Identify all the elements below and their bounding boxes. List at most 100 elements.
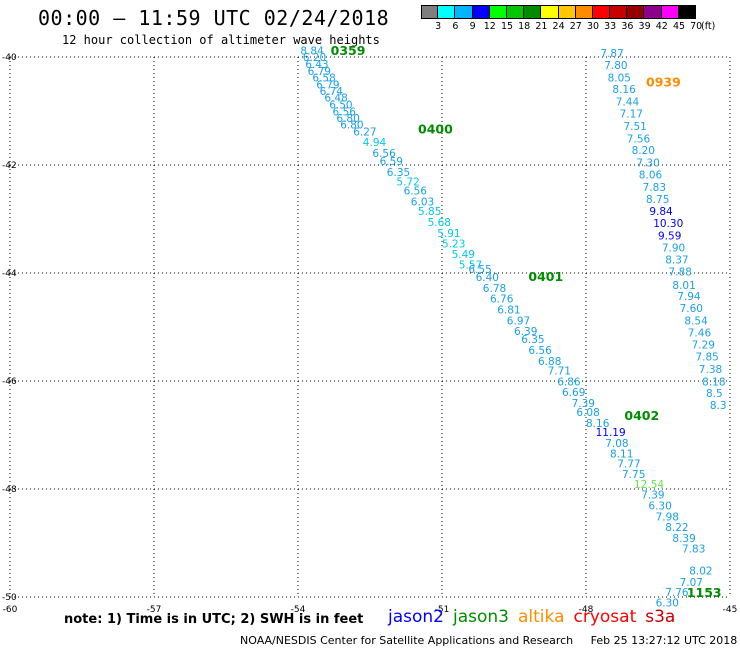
swh-value-label: 6.30 (656, 598, 679, 610)
swh-value-label: 6.86 (557, 376, 581, 388)
swh-value-label: 7.80 (604, 60, 627, 72)
y-tick-label: -46 (2, 377, 17, 387)
swh-value-label: 7.39 (572, 398, 595, 410)
footnote: note: 1) Time is in UTC; 2) SWH is in fe… (64, 612, 364, 627)
swh-value-label: 8.11 (610, 449, 633, 461)
swh-value-label: 8.39 (672, 533, 695, 545)
legend-swatch-label: 21 (535, 21, 548, 32)
legend-swatch-label: 33 (604, 21, 617, 32)
data-marks: 8.846.206.436.796.586.796.746.486.506.56… (300, 43, 727, 610)
swh-value-label: 8.16 (586, 418, 610, 430)
swh-value-label: 6.81 (497, 305, 520, 317)
swh-value-label: 5.23 (442, 239, 465, 251)
swh-value-label: 6.56 (333, 106, 357, 118)
swh-value-label: 6.79 (316, 79, 339, 91)
x-tick-label: -48 (579, 605, 594, 615)
swh-value-label: 8.01 (672, 280, 695, 292)
swh-value-label: 8.22 (665, 522, 688, 534)
swh-value-label: 7.30 (636, 158, 659, 170)
legend-swatch-label: 39 (638, 21, 651, 32)
legend-swatch (472, 5, 490, 19)
satellite-name: altika (518, 607, 565, 627)
swh-value-label: 6.50 (329, 99, 352, 111)
legend-swatch (610, 5, 628, 19)
swh-value-label: 8.5 (706, 388, 723, 400)
legend-swatch (575, 5, 593, 19)
satellite-name: jason3 (453, 607, 509, 627)
swh-value-label: 6.56 (528, 345, 552, 357)
legend-swatch-label: 3 (435, 21, 442, 32)
x-tick-label: -51 (435, 605, 450, 615)
credit-line: NOAA/NESDIS Center for Satellite Applica… (240, 634, 738, 647)
swh-value-label: 5.49 (452, 249, 475, 261)
swh-value-label: 7.44 (616, 97, 640, 109)
legend-swatch-label: 6 (452, 21, 459, 32)
time-label: 1153 (687, 585, 722, 600)
swh-value-label: 8.54 (684, 315, 708, 327)
swh-value-label: 7.77 (617, 458, 640, 470)
swh-value-label: 6.58 (312, 72, 335, 84)
swh-value-label: 7.98 (656, 511, 679, 523)
legend-swatch (489, 5, 507, 19)
legend-swatch-label: 18 (518, 21, 531, 32)
legend-swatch (661, 5, 679, 19)
swh-value-label: 10.30 (653, 218, 683, 230)
swh-value-label: 8.20 (632, 145, 655, 157)
swh-value-label: 8.16 (612, 84, 636, 96)
swh-value-label: 7.71 (548, 366, 571, 378)
satellite-name: cryosat (573, 607, 637, 627)
legend-swatch-label: 27 (569, 21, 582, 32)
swh-value-label: 7.94 (677, 291, 701, 303)
swh-value-label: 7.46 (688, 328, 712, 340)
swh-value-label: 6.79 (308, 66, 331, 78)
swh-value-label: 6.08 (576, 407, 599, 419)
legend-swatch (438, 5, 456, 19)
swh-value-label: 8.3 (710, 400, 727, 412)
legend-swatch-label: 42 (655, 21, 668, 32)
legend-swatch (541, 5, 559, 19)
time-label: 0939 (646, 75, 681, 90)
swh-value-label: 6.59 (380, 156, 403, 168)
time-label: 0402 (624, 408, 659, 423)
time-label: 0400 (418, 122, 453, 137)
time-label: 0401 (528, 269, 563, 284)
swh-value-label: 7.56 (627, 133, 651, 145)
legend-swatch-label: 36 (621, 21, 634, 32)
legend-swatch-label: 24 (552, 21, 565, 32)
legend-swatch (455, 5, 473, 19)
legend-swatch (592, 5, 611, 19)
swh-value-label: 7.51 (623, 121, 646, 133)
swh-value-label: 7.88 (669, 267, 692, 279)
swh-value-label: 6.74 (320, 86, 344, 98)
swh-value-label: 8.84 (300, 45, 324, 57)
swh-value-label: 12.54 (634, 479, 664, 491)
swh-value-label: 8.75 (646, 194, 669, 206)
legend-swatch (558, 5, 576, 19)
swh-value-label: 7.75 (622, 469, 645, 481)
legend-swatch (506, 5, 525, 19)
swh-value-label: 6.39 (514, 326, 537, 338)
swh-value-label: 6.43 (305, 59, 328, 71)
swh-value-label: 7.90 (662, 242, 685, 254)
swh-value-label: 6.35 (521, 334, 544, 346)
swh-value-label: 7.07 (680, 577, 703, 589)
legend-swatches (421, 5, 696, 19)
x-tick-label: -45 (723, 605, 738, 615)
legend-swatch (627, 5, 645, 19)
swh-value-label: 8.02 (689, 565, 712, 577)
swh-value-label: 7.76 (665, 587, 689, 599)
swh-value-label: 7.83 (643, 182, 666, 194)
legend-swatch (678, 5, 696, 19)
legend-swatch-label: 15 (500, 21, 514, 32)
swh-value-label: 8.18 (702, 376, 725, 388)
legend-labels: 3 6 9 12 15 18 21 24 27 30 33 36 39 42 45 70 (ft) (421, 19, 715, 33)
legend-swatch-label: 45 (672, 21, 686, 32)
swh-value-label: 9.59 (658, 231, 681, 243)
y-tick-label: -40 (2, 53, 17, 63)
legend-swatch-label: 9 (469, 21, 476, 32)
swh-value-label: 7.08 (605, 438, 628, 450)
swh-value-label: 6.76 (490, 294, 514, 306)
swh-value-label: 5.85 (418, 206, 441, 218)
swh-value-label: 6.03 (411, 197, 434, 209)
swh-value-label: 6.55 (468, 264, 491, 276)
